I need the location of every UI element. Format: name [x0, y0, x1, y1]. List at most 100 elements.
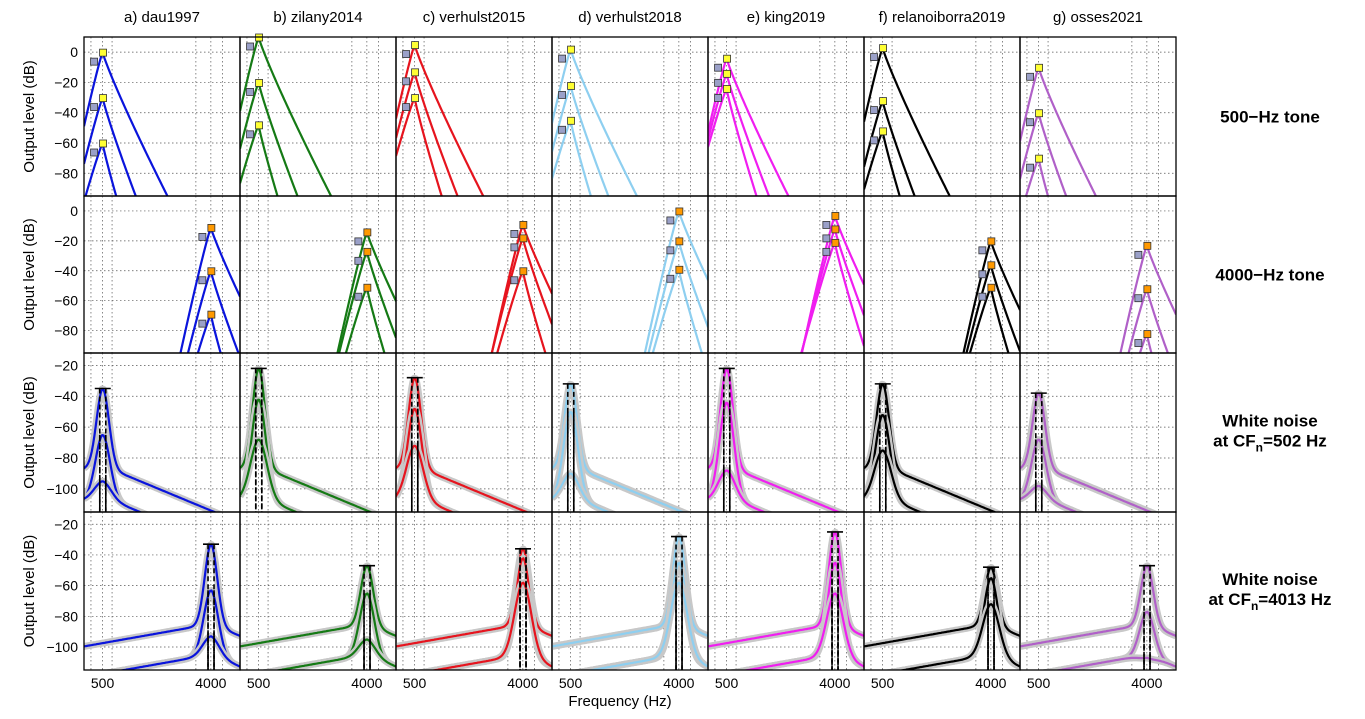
y-axis-label: Output level (dB): [21, 376, 38, 489]
series-line: [800, 229, 864, 353]
marker-square: [1143, 241, 1152, 250]
column-title: a) dau1997: [124, 9, 200, 26]
marker-square: [207, 310, 216, 319]
x-tick-label: 4000: [975, 675, 1006, 691]
marker-square: [879, 127, 887, 136]
panel: [1019, 352, 1177, 513]
marker-square: [675, 207, 684, 216]
marker-square: [567, 116, 575, 125]
column-title: g) osses2021: [1053, 9, 1143, 26]
y-tick-label: −80: [54, 323, 78, 339]
marker-square: [99, 48, 107, 57]
marker-square: [363, 247, 372, 256]
marker-square: [1143, 285, 1152, 294]
panel-frame: [863, 195, 1021, 354]
series-line: [84, 97, 137, 196]
panel: [239, 352, 397, 513]
series-line: [84, 480, 143, 512]
y-tick-label: −40: [54, 105, 78, 121]
panel: [1019, 511, 1177, 671]
series-line: [240, 82, 299, 196]
marker-square-grey: [822, 247, 831, 256]
panel: [1019, 195, 1177, 354]
marker-square-grey: [402, 50, 410, 58]
series-line: [84, 434, 143, 512]
marker-square-grey: [870, 106, 878, 114]
marker-square-grey: [1134, 250, 1143, 259]
panel: [863, 36, 1021, 197]
x-tick-label: 500: [247, 675, 271, 691]
marker-square: [567, 45, 575, 54]
x-tick-label: 4000: [819, 675, 850, 691]
marker-square-grey: [198, 319, 207, 328]
marker-square-grey: [90, 57, 98, 66]
marker-square-grey: [978, 246, 987, 255]
series-line: [864, 566, 1020, 648]
marker-square-grey: [90, 148, 98, 157]
series-line: [585, 581, 708, 670]
series-line: [1020, 67, 1098, 196]
marker-square: [363, 228, 372, 237]
marker-square-grey: [978, 270, 987, 279]
marker-square-grey: [198, 232, 207, 241]
series-line: [552, 120, 592, 196]
y-tick-label: −40: [54, 547, 78, 563]
series-line: [708, 88, 758, 196]
series-line: [496, 271, 547, 353]
x-tick-label: 4000: [663, 675, 694, 691]
x-tick-label: 500: [91, 675, 115, 691]
panel: [83, 511, 241, 671]
marker-square: [1035, 109, 1043, 118]
column-title: e) king2019: [747, 9, 825, 26]
series-line: [240, 124, 279, 196]
series-line: [1127, 289, 1170, 353]
marker-square-grey: [354, 256, 363, 265]
marker-square: [255, 121, 263, 130]
marker-square-grey: [402, 77, 410, 86]
marker-square-grey: [354, 237, 363, 246]
series-line: [552, 49, 639, 196]
marker-square-grey: [822, 234, 831, 243]
series-line: [552, 85, 610, 196]
series-line: [196, 314, 222, 353]
panel: [239, 33, 397, 197]
marker-square-grey: [354, 292, 363, 301]
series-line: [708, 469, 767, 512]
y-tick-label: −60: [54, 578, 78, 594]
x-tick-label: 4000: [1131, 675, 1162, 691]
panel: [707, 511, 865, 671]
y-tick-label: −40: [54, 388, 78, 404]
y-tick-label: −60: [54, 135, 78, 151]
series-line: [240, 398, 299, 512]
x-tick-label: 500: [871, 675, 895, 691]
marker-square-grey: [1026, 163, 1034, 172]
panel: [239, 511, 397, 671]
panel: [395, 195, 553, 354]
marker-square-grey: [822, 221, 831, 229]
marker-square-grey: [978, 292, 987, 301]
series-line: [800, 216, 864, 353]
y-tick-label: −80: [54, 608, 78, 624]
series-line: [240, 564, 396, 648]
marker-square: [831, 225, 840, 234]
marker-square: [1143, 330, 1152, 338]
y-tick-label: −80: [54, 450, 78, 466]
marker-square-grey: [558, 54, 566, 63]
y-tick-label: 0: [70, 44, 78, 60]
marker-square-grey: [714, 78, 722, 87]
marker-square-grey: [246, 42, 254, 51]
series-line: [179, 228, 240, 353]
series-line: [552, 410, 611, 512]
marker-square-grey: [666, 246, 675, 255]
marker-square: [99, 139, 107, 148]
marker-square-grey: [714, 63, 722, 72]
row-label: 500−Hz tone: [1220, 108, 1320, 127]
series-line: [1020, 438, 1079, 512]
marker-square-grey: [666, 216, 675, 225]
y-axis-label: Output level (dB): [21, 218, 38, 331]
y-tick-label: 0: [70, 203, 78, 219]
y-tick-label: −100: [46, 639, 78, 655]
marker-square-grey: [246, 88, 254, 96]
panel: [395, 352, 553, 513]
x-axis-label: Frequency (Hz): [568, 693, 671, 710]
